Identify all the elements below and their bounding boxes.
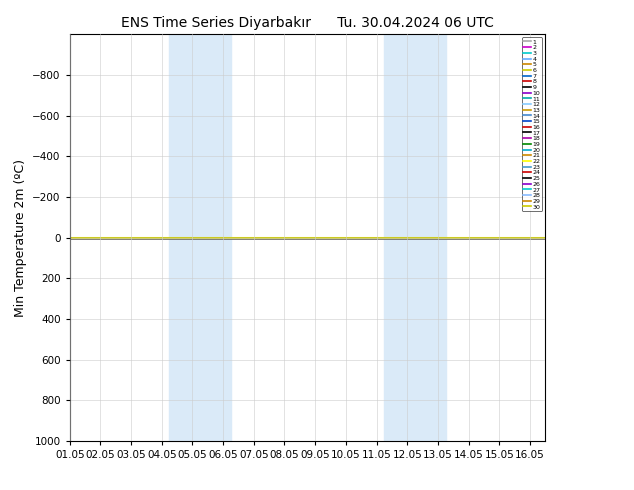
Bar (169, 34, 231, 441)
Y-axis label: Min Temperature 2m (ºC): Min Temperature 2m (ºC) (14, 159, 27, 317)
Title: ENS Time Series Diyarbakır      Tu. 30.04.2024 06 UTC: ENS Time Series Diyarbakır Tu. 30.04.202… (121, 16, 494, 30)
Bar (384, 34, 446, 441)
Legend: 1, 2, 3, 4, 5, 6, 7, 8, 9, 10, 11, 12, 13, 14, 15, 16, 17, 18, 19, 20, 21, 22, 2: 1, 2, 3, 4, 5, 6, 7, 8, 9, 10, 11, 12, 1… (522, 37, 542, 212)
